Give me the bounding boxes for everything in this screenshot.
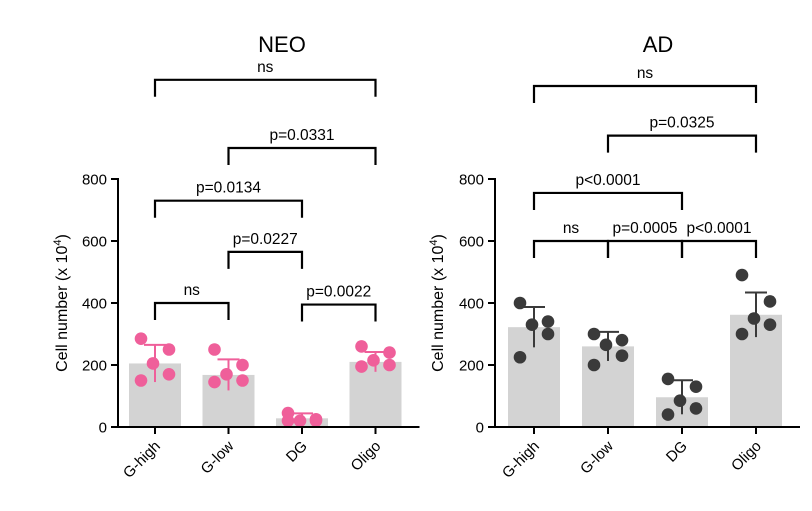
significance-bracket [153,301,230,320]
x-tick-label-dg: DG [283,438,311,466]
y-tick-label: 600 [459,234,484,251]
y-axis-label-exponent: 4 [428,239,440,245]
data-point [615,333,629,347]
data-point [735,327,749,341]
data-point [134,332,148,345]
significance-bracket [606,134,758,153]
x-tick-label-g-high: G-high [120,438,164,482]
y-tick-label: 400 [82,296,107,313]
x-tick-label-dg: DG [663,438,691,466]
data-point [355,360,368,373]
y-tick-label: 800 [459,172,484,189]
data-point [383,346,396,359]
data-point [661,372,675,386]
data-point [689,380,703,394]
y-tick-label: 0 [99,420,107,437]
data-point [309,414,323,428]
x-tick-label-g-low: G-low [198,438,238,478]
data-point [763,318,777,332]
chart-title: AD [643,32,674,57]
chart-ad: AD Cell number (x 104) 0 200 400 600 800 G-high… [428,32,800,482]
data-point [208,343,221,356]
data-point [146,357,160,370]
data-point [236,358,249,372]
y-tick-label: 200 [82,358,107,375]
y-tick-label: 200 [459,358,484,375]
significance-label: p=0.0325 [649,115,714,132]
y-axis-label-text: Cell number (x 10 [54,245,71,371]
significance-bracket [532,84,758,103]
data-point [673,394,687,407]
data-point [208,375,221,389]
data-point [355,340,368,353]
x-tick-label-g-low: G-low [577,438,617,478]
data-point [763,295,777,308]
chart-title: NEO [258,32,306,57]
y-tick-label: 800 [82,172,107,189]
data-point [587,358,601,372]
data-point [281,414,295,428]
data-point [367,354,380,367]
x-tick-label-oligo: Oligo [348,438,385,475]
significance-bracket [532,191,684,210]
significance-label: ns [637,65,654,82]
data-point [587,327,601,341]
significance-label: ns [257,59,274,76]
significance-label: p=0.0227 [233,231,298,248]
data-point [525,318,539,332]
data-point [383,358,396,372]
significance-bracket [227,250,304,269]
significance-label: p=0.0022 [306,284,371,301]
y-axis-label-exponent: 4 [52,239,64,245]
y-axis-label: Cell number (x 104) [52,234,71,372]
data-point [293,414,307,428]
data-point [735,268,749,282]
x-tick-label-oligo: Oligo [728,438,765,475]
data-point [661,408,675,421]
significance-bracket [153,78,377,97]
significance-label: ns [563,220,580,237]
significance-label: p=0.0005 [612,220,677,237]
x-tick-label-g-high: G-high [499,438,543,482]
significance-bracket [153,199,304,218]
significance-label: p=0.0134 [196,180,261,197]
significance-bracket [300,303,377,322]
significance-bracket [606,239,684,258]
data-point [513,350,527,364]
significance-bracket [680,239,758,258]
data-point [541,315,555,328]
chart-neo: NEO Cell number (x 104) 0 200 400 600 800 G-hig… [52,32,420,482]
data-point [689,402,703,415]
y-tick-label: 400 [459,296,484,313]
data-point [541,327,555,341]
data-point [615,349,629,363]
significance-label: p<0.0001 [686,220,751,237]
data-point [236,374,249,387]
y-axis-label-close: ) [430,234,447,239]
data-point [747,312,761,325]
data-point [162,343,176,356]
significance-bracket [227,146,377,165]
data-point [220,368,233,381]
significance-label: ns [184,282,201,299]
y-tick-label: 600 [82,234,107,251]
significance-bracket [532,239,610,258]
data-point [599,338,613,352]
y-tick-label: 0 [476,420,484,437]
data-point [134,374,148,387]
data-point [513,296,527,310]
bar-oligo [349,361,402,427]
y-axis-label: Cell number (x 104) [428,234,447,372]
significance-label: p<0.0001 [575,172,640,189]
significance-label: p=0.0331 [269,127,334,144]
y-axis-label-close: ) [54,234,71,239]
y-axis-label-text: Cell number (x 10 [430,245,447,371]
data-point [162,368,176,381]
